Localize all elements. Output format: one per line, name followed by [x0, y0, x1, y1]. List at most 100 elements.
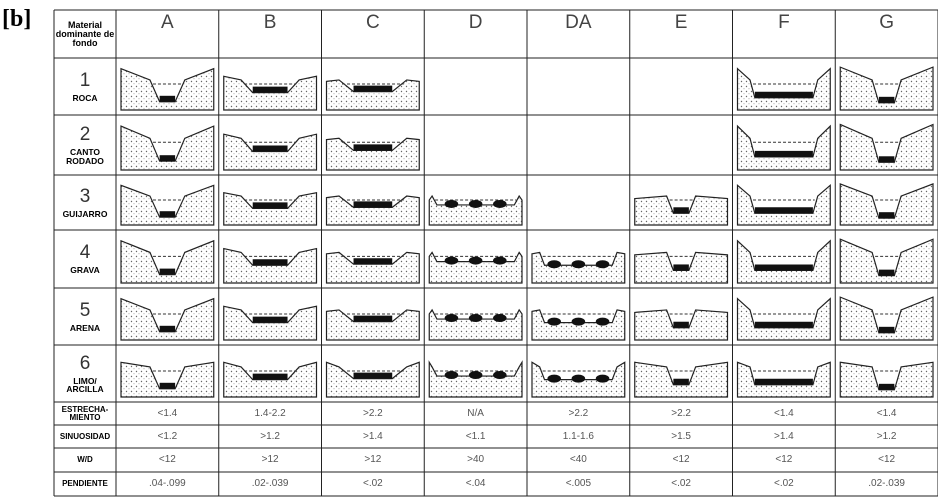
metric-value: <1.4 — [157, 407, 178, 419]
channel-bed — [878, 269, 895, 276]
row-material: GUIJARRO — [62, 208, 108, 219]
ground — [428, 360, 523, 398]
metric-value: >1.2 — [260, 430, 280, 442]
row-number: 2 — [79, 124, 91, 145]
channel-bed — [353, 201, 393, 208]
metric-value: <12 — [775, 454, 793, 465]
metric-value: N/A — [467, 407, 484, 419]
metric-value: 1.4-2.2 — [254, 407, 286, 419]
ground — [120, 239, 215, 284]
channel-bed — [673, 321, 689, 328]
ground — [325, 251, 420, 284]
channel-bed — [252, 373, 288, 380]
ground — [736, 184, 831, 226]
row-material: CANTO RODADO — [66, 147, 104, 166]
metric-name: W/D — [77, 455, 93, 464]
ground — [839, 238, 934, 284]
channel-bed — [754, 321, 813, 328]
channel-bed — [252, 259, 288, 266]
row-number: 4 — [79, 242, 91, 264]
channel-bed — [353, 144, 393, 151]
channel-bed — [673, 207, 689, 214]
channel-bed — [444, 371, 459, 380]
channel-bed — [595, 260, 610, 269]
channel-bed — [493, 199, 507, 208]
channel-bed — [252, 316, 288, 323]
metric-value: <12 — [878, 454, 896, 465]
channel-bed — [468, 314, 483, 323]
channel-bed — [673, 378, 689, 385]
row-number: 3 — [79, 185, 91, 207]
ground — [634, 309, 729, 341]
channel-bed — [754, 91, 813, 98]
row-header: 4 GRAVA — [54, 230, 116, 288]
metric-value: <12 — [672, 454, 690, 465]
row-header: 1 ROCA — [54, 58, 116, 115]
ground — [223, 247, 318, 284]
ground — [120, 184, 215, 226]
ground — [736, 297, 831, 341]
channel-bed — [754, 378, 813, 385]
ground — [839, 296, 934, 341]
channel-bed — [353, 372, 393, 379]
row-header: 5 ARENA — [54, 288, 116, 345]
row-number: 6 — [79, 352, 91, 374]
channel-bed — [547, 374, 561, 383]
row-material: GRAVA — [70, 265, 100, 276]
channel-bed — [878, 383, 895, 390]
metric-value: >2.2 — [671, 407, 691, 419]
channel-bed — [673, 264, 689, 271]
channel-bed — [547, 317, 561, 326]
channel-bed — [353, 85, 393, 92]
ground — [325, 309, 420, 341]
metric-value: .04-.099 — [149, 478, 186, 489]
row-header: 2 CANTO RODADO — [54, 115, 116, 175]
channel-bed — [878, 156, 895, 163]
metric-value: >1.4 — [774, 430, 794, 442]
ground — [736, 239, 831, 284]
ground — [223, 305, 318, 341]
ground — [634, 195, 729, 226]
channel-bed — [159, 155, 176, 162]
channel-bed — [353, 258, 393, 265]
metric-value: <1.1 — [465, 430, 486, 442]
channel-bed — [444, 314, 459, 323]
metric-value: >12 — [364, 454, 382, 465]
column-header: F — [778, 12, 790, 33]
channel-bed — [493, 371, 507, 380]
channel-bed — [878, 326, 895, 333]
channel-bed — [571, 374, 586, 383]
metric-value: >2.2 — [363, 407, 383, 419]
channel-bed — [571, 317, 586, 326]
ground — [223, 361, 318, 398]
ground — [428, 308, 523, 341]
channel-bed — [493, 314, 507, 323]
ground — [120, 67, 215, 111]
metric-value: >1.5 — [671, 430, 691, 442]
channel-bed — [159, 268, 176, 275]
channel-bed — [571, 260, 586, 269]
column-header: G — [879, 12, 895, 33]
channel-bed — [159, 325, 176, 332]
ground — [223, 75, 318, 111]
metric-value: <40 — [569, 454, 587, 465]
ground — [428, 251, 523, 284]
column-header: DA — [565, 12, 592, 33]
channel-bed — [468, 371, 483, 380]
channel-bed — [159, 95, 176, 102]
column-header: A — [161, 12, 174, 33]
metric-value: <.02 — [774, 478, 794, 489]
channel-bed — [444, 199, 459, 208]
ground — [839, 66, 934, 111]
metric-value: .02-.039 — [868, 478, 905, 489]
channel-bed — [252, 202, 288, 209]
channel-bed — [468, 199, 483, 208]
channel-bed — [547, 260, 561, 269]
metric-value: <.04 — [465, 478, 486, 489]
channel-bed — [159, 382, 176, 389]
row-header: 3 GUIJARRO — [54, 175, 116, 230]
metric-value: <.02 — [671, 478, 691, 489]
column-header: B — [263, 12, 277, 33]
channel-bed — [159, 211, 176, 218]
ground — [736, 124, 831, 171]
